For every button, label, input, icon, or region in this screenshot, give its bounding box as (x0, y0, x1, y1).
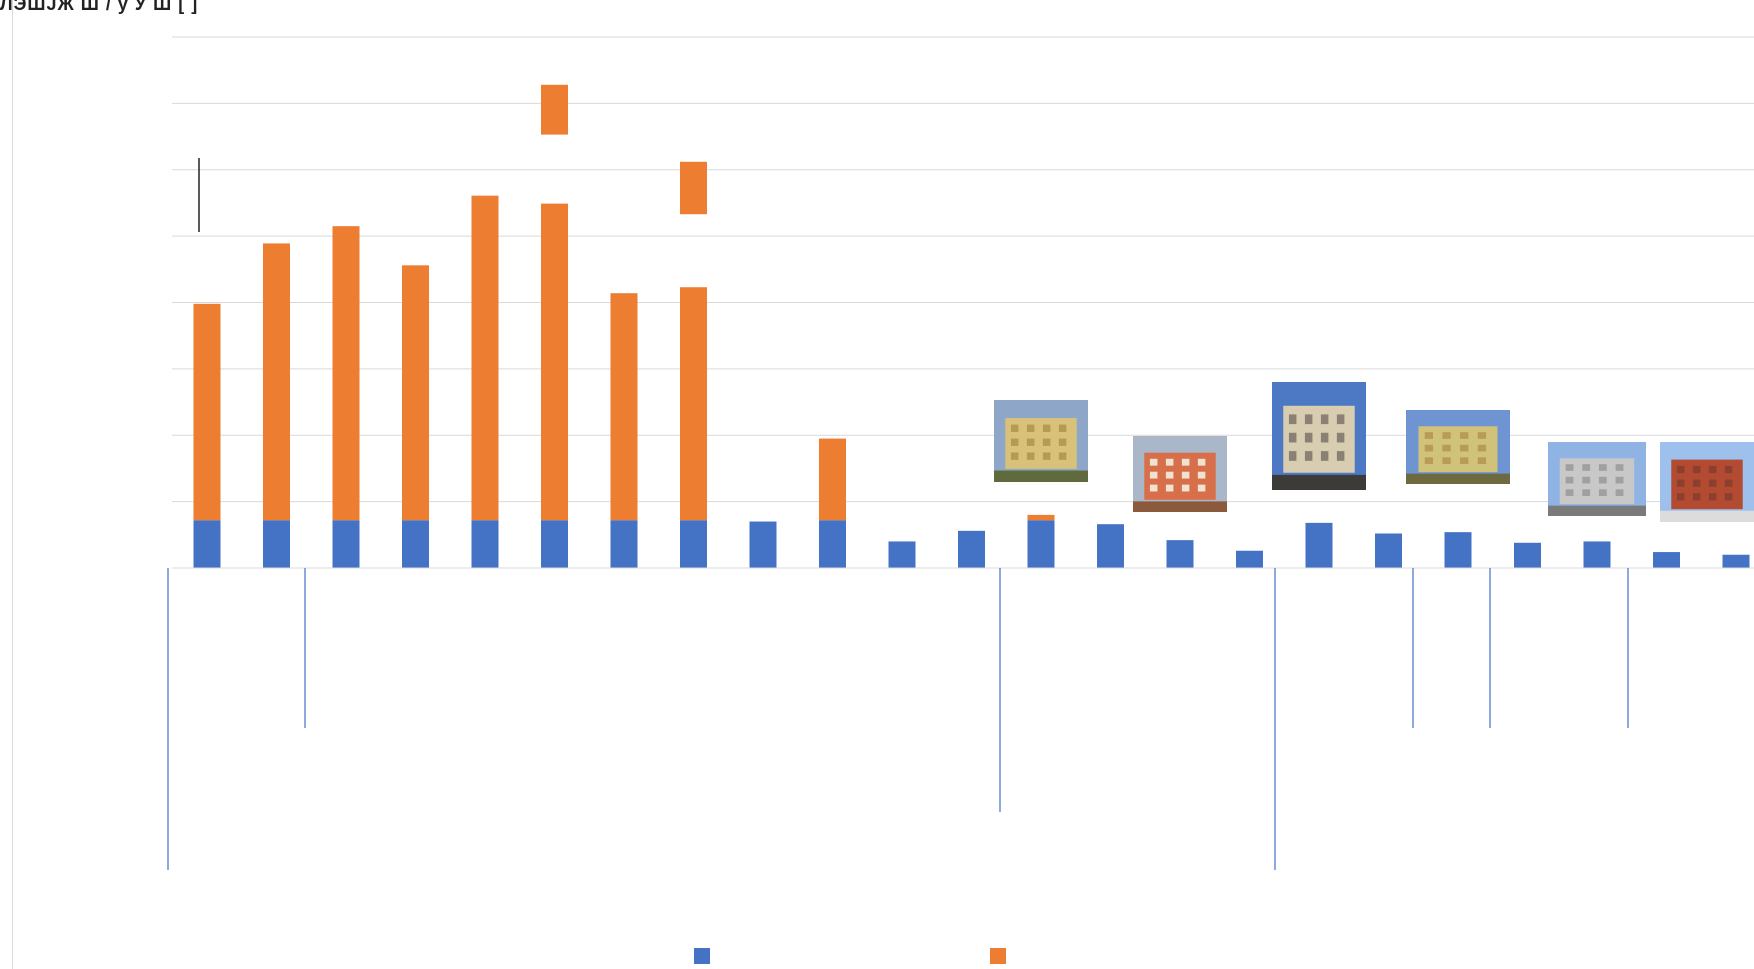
bar-segment-blue (610, 520, 638, 568)
bar-segment-orange (193, 303, 221, 521)
chart-title-fragment: ЛЭШЈЖ Ш / у Ў Ш [ ] (0, 0, 199, 14)
building-photo (1660, 442, 1754, 522)
building-photo (1406, 410, 1510, 484)
bar-segment-blue (888, 541, 916, 568)
legend-swatch (990, 948, 1006, 964)
bar-segment-orange (541, 203, 568, 521)
bar-segment-blue (332, 520, 360, 568)
legend-swatch (694, 948, 710, 964)
building-photo (994, 400, 1088, 482)
bar-segment-blue (1097, 524, 1124, 568)
bar-segment-blue (193, 520, 221, 568)
bar-segment-blue (749, 521, 777, 568)
bar-segment-blue (1514, 542, 1541, 568)
bar-segment-blue (1027, 520, 1055, 568)
bar-segment-blue (471, 520, 499, 568)
bar-segment-orange (471, 195, 499, 521)
bar-segment-orange (1027, 514, 1055, 521)
bar-segment-blue (1375, 533, 1402, 568)
left-border-line (12, 0, 13, 969)
bar-segment-blue (1236, 550, 1263, 568)
bar-segment-blue (402, 520, 429, 568)
bar-segment-blue (1583, 541, 1611, 568)
bar-segment-blue (1305, 522, 1333, 568)
bar-segment-orange (610, 293, 638, 521)
bar-segment-blue (1444, 532, 1472, 568)
bar-segment-blue (819, 520, 846, 568)
bar-segment-blue (1653, 552, 1680, 568)
bar-segment-blue (1166, 540, 1194, 568)
bar-segment-orange (263, 243, 290, 521)
bar-segment-blue (541, 520, 568, 568)
building-photo (1272, 382, 1366, 490)
bar-segment-orange (402, 265, 429, 521)
floating-bar-segment (541, 84, 568, 135)
bar-segment-blue (1722, 554, 1750, 568)
bar-segment-orange (332, 226, 360, 521)
bar-segment-blue (958, 530, 985, 568)
floating-bar-segment (680, 161, 707, 215)
bar-segment-blue (680, 520, 707, 568)
bar-segment-orange (819, 438, 846, 521)
building-photo (1548, 442, 1646, 516)
bar-segment-blue (263, 520, 290, 568)
building-photo (1133, 436, 1227, 512)
bar-segment-orange (680, 287, 707, 521)
